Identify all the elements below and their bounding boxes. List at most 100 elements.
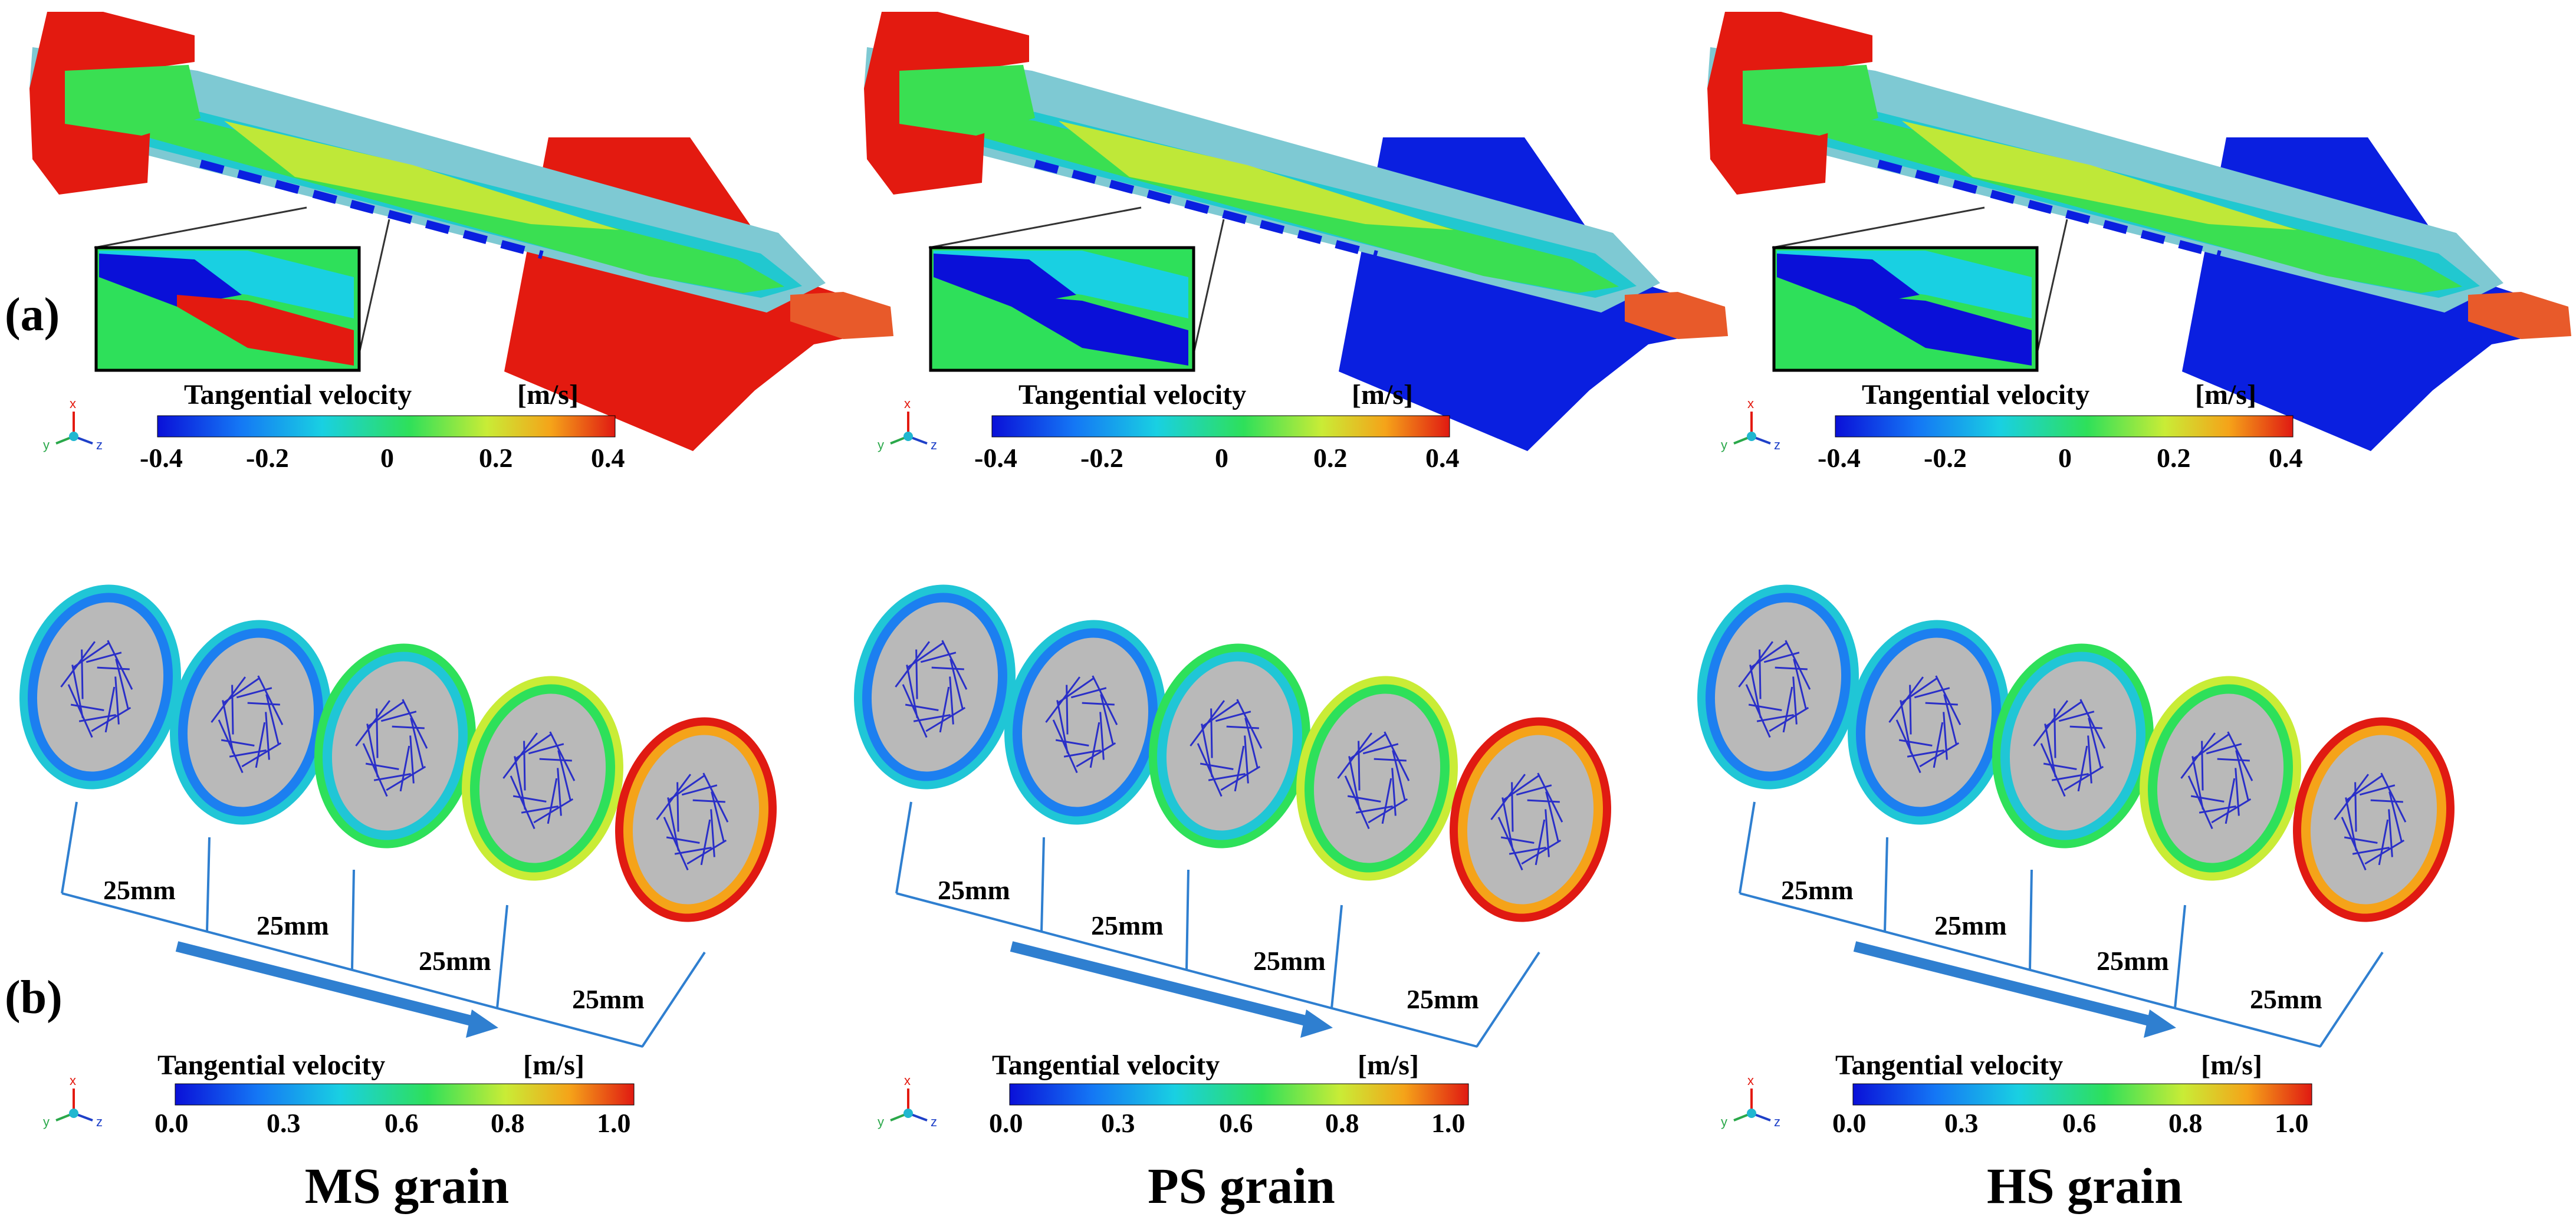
bracket-tick <box>1330 905 1343 1009</box>
colorbar-unit: [m/s] <box>2195 379 2256 410</box>
column-hs-grain: x z y Tangential velocity [m/s] -0.4 -0.… <box>1697 12 2571 1214</box>
velocity-vector <box>2370 799 2403 803</box>
axis-x-label: x <box>1747 396 1754 411</box>
velocity-vector <box>2359 784 2396 796</box>
colorbar-tick: 1.0 <box>597 1108 631 1138</box>
velocity-vector <box>386 765 426 791</box>
zoom-line <box>928 206 1142 249</box>
velocity-vector <box>2378 819 2389 866</box>
velocity-vector <box>931 666 964 670</box>
velocity-vector <box>1792 676 1798 725</box>
colorbar-tick: -0.2 <box>246 443 289 473</box>
axis-z-label: z <box>931 1114 937 1129</box>
colorbar-tick: 0 <box>380 443 394 473</box>
velocity-vector <box>1197 743 1223 797</box>
velocity-vector <box>114 676 120 725</box>
bracket-tick <box>2174 905 2186 1009</box>
colorbar-tick: 0 <box>1215 443 1228 473</box>
velocity-vector <box>222 677 260 705</box>
colorbar-a: Tangential velocity [m/s] -0.4 -0.2 0 0.… <box>974 379 1460 473</box>
zoom-line <box>94 206 307 249</box>
colorbar-title: Tangential velocity <box>992 1050 1220 1081</box>
bracket-tick <box>1185 869 1190 971</box>
colorbar-tick: 0.6 <box>1219 1108 1253 1138</box>
velocity-vector <box>1381 778 1392 824</box>
colorbar-tick: 0 <box>2058 443 2072 473</box>
axis-z-label: z <box>96 1114 103 1129</box>
colorbar-tick: 0.4 <box>1425 443 1460 473</box>
velocity-vector <box>710 809 715 857</box>
velocity-vector <box>2088 718 2102 768</box>
axis-x-label: x <box>70 396 76 411</box>
velocity-vector <box>663 817 689 871</box>
colorbar-unit: [m/s] <box>523 1050 584 1081</box>
velocity-vector <box>1244 735 1249 784</box>
velocity-vector <box>2043 762 2077 770</box>
colorbar-a: Tangential velocity [m/s] -0.4 -0.2 0 0.… <box>140 379 625 473</box>
spacing-label: 25mm <box>419 946 491 976</box>
velocity-vector <box>1220 765 1261 791</box>
velocity-vector <box>1943 694 1957 745</box>
velocity-vector <box>906 665 918 719</box>
zoom-line <box>1193 219 1225 351</box>
velocity-vector <box>71 665 84 719</box>
velocity-vector <box>902 684 928 738</box>
bracket-tick <box>641 951 706 1048</box>
spacing-label: 25mm <box>1781 875 1854 905</box>
colorbar-a: Tangential velocity [m/s] -0.4 -0.2 0 0.… <box>1818 379 2303 473</box>
flow-direction-arrow <box>175 941 498 1038</box>
velocity-vector <box>1347 795 1381 803</box>
velocity-vector <box>365 762 399 770</box>
velocity-vector <box>1099 712 1105 760</box>
velocity-vector <box>1501 797 1514 851</box>
spacing-label: 25mm <box>257 910 329 941</box>
flow-direction-arrow <box>1853 941 2176 1038</box>
velocity-vector <box>1089 722 1100 768</box>
velocity-vector <box>265 712 270 760</box>
bracket-tick <box>1040 837 1045 932</box>
velocity-vector <box>236 687 272 699</box>
velocity-vector <box>70 703 104 711</box>
outlet-nozzle <box>1625 292 1728 339</box>
velocity-vector <box>2044 724 2056 778</box>
velocity-vector <box>1092 675 1118 725</box>
grain-slice-core <box>479 693 606 863</box>
axis-z-label: z <box>1774 1114 1780 1129</box>
grain-slice-core <box>1714 602 1842 772</box>
velocity-vector <box>399 745 410 792</box>
baffle-line <box>1034 159 1378 259</box>
outlet-nozzle <box>2468 292 2571 339</box>
pipe-contour-plot <box>864 12 1728 451</box>
velocity-vector <box>221 739 255 747</box>
velocity-vector <box>2235 768 2240 816</box>
grain-slice-core <box>1865 637 1992 807</box>
colorbar-tick: 1.0 <box>1431 1108 1466 1138</box>
velocity-vector <box>247 702 280 706</box>
colorbar-tick: 0.4 <box>591 443 625 473</box>
colorbar-tick: 0.6 <box>385 1108 419 1138</box>
colorbar-tick: 0.8 <box>1325 1108 1359 1138</box>
velocity-vector <box>2187 775 2213 830</box>
velocity-vector <box>1919 742 1960 768</box>
velocity-vector <box>2341 817 2367 871</box>
velocity-vector <box>2344 836 2378 844</box>
colorbar-tick: -0.4 <box>1818 443 1861 473</box>
colorbar-title: Tangential velocity <box>184 379 412 410</box>
velocity-vector <box>949 676 954 725</box>
flow-direction-arrow <box>1010 941 1333 1038</box>
velocity-vector <box>1200 762 1234 770</box>
velocity-vector <box>1502 774 1540 802</box>
axis-y-label: y <box>878 1114 884 1129</box>
pipe-contour-plot <box>29 12 893 451</box>
velocity-vector <box>2190 795 2225 803</box>
velocity-vector <box>2040 743 2066 797</box>
velocity-vector <box>2211 798 2252 824</box>
grain-slice-core <box>1021 637 1149 807</box>
pipe-core-hot <box>224 121 619 230</box>
spacing-label: 25mm <box>1407 984 1479 1014</box>
velocity-vector <box>2077 745 2088 792</box>
axis-y-label: y <box>1721 438 1727 452</box>
pipe-core-hot <box>1059 121 1454 230</box>
velocity-vector <box>2380 772 2407 823</box>
